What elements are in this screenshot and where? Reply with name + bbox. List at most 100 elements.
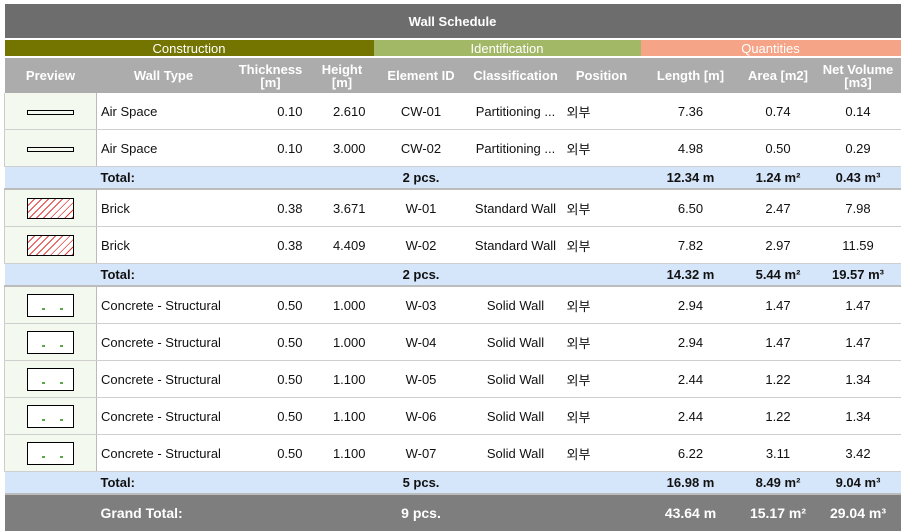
- table-row[interactable]: Brick 0.38 4.409 W-02 Standard Wall 외부 7.82 2…: [4, 226, 901, 264]
- length-cell: 2.94: [640, 286, 741, 324]
- position-cell: 외부: [562, 286, 641, 324]
- classification-cell: Solid Wall: [468, 286, 563, 324]
- length-cell: 7.36: [640, 93, 741, 130]
- position-cell: 외부: [562, 129, 641, 167]
- concrete-preview-icon: [27, 441, 74, 465]
- total-area: 8.49 m²: [740, 471, 816, 495]
- concrete-preview-icon: [27, 330, 74, 354]
- thickness-cell: 0.38: [230, 226, 311, 264]
- length-cell: 7.82: [640, 226, 741, 264]
- element-id-cell: CW-02: [373, 129, 469, 167]
- height-cell: 4.409: [310, 226, 374, 264]
- grand-total-net-volume: 29.04 m³: [815, 494, 901, 531]
- element-id-cell: W-05: [373, 360, 469, 398]
- thickness-cell: 0.50: [230, 360, 311, 398]
- preview-cell: [4, 360, 97, 398]
- schedule-table: Wall Schedule Construction Identificatio…: [4, 4, 901, 531]
- length-cell: 6.22: [640, 434, 741, 472]
- total-net-volume: 19.57 m³: [815, 263, 901, 287]
- group-quantities: Quantities: [640, 39, 901, 58]
- net-volume-cell: 11.59: [815, 226, 901, 264]
- concrete-preview-icon: [27, 404, 74, 428]
- height-cell: 1.000: [310, 323, 374, 361]
- element-id-cell: W-06: [373, 397, 469, 435]
- length-cell: 4.98: [640, 129, 741, 167]
- length-cell: 2.94: [640, 323, 741, 361]
- total-area: 1.24 m²: [740, 166, 816, 190]
- length-cell: 2.44: [640, 360, 741, 398]
- height-cell: 1.100: [310, 397, 374, 435]
- area-cell: 1.22: [740, 397, 816, 435]
- header-length[interactable]: Length [m]: [640, 57, 741, 93]
- header-wall-type[interactable]: Wall Type: [96, 57, 231, 93]
- net-volume-cell: 0.29: [815, 129, 901, 167]
- header-height[interactable]: Height [m]: [310, 57, 374, 93]
- air-space-preview-icon: [27, 109, 74, 115]
- thickness-cell: 0.10: [230, 93, 311, 130]
- position-cell: 외부: [562, 397, 641, 435]
- concrete-preview-icon: [27, 293, 74, 317]
- preview-cell: [4, 129, 97, 167]
- preview-cell: [4, 323, 97, 361]
- height-cell: 1.100: [310, 434, 374, 472]
- net-volume-cell: 0.14: [815, 93, 901, 130]
- area-cell: 0.50: [740, 129, 816, 167]
- table-row[interactable]: Concrete - Structural 0.50 1.100 W-06 Solid…: [4, 397, 901, 435]
- table-row[interactable]: Air Space 0.10 2.610 CW-01 Partitioning ...…: [4, 93, 901, 130]
- element-id-cell: W-04: [373, 323, 469, 361]
- thickness-cell: 0.10: [230, 129, 311, 167]
- wall-type-cell: Brick: [96, 189, 231, 227]
- header-preview[interactable]: Preview: [4, 57, 97, 93]
- wall-type-cell: Air Space: [96, 129, 231, 167]
- total-count: 2 pcs.: [373, 166, 469, 190]
- classification-cell: Partitioning ...: [468, 93, 563, 130]
- net-volume-cell: 1.34: [815, 360, 901, 398]
- total-label: Total:: [96, 263, 231, 287]
- grand-total-row: Grand Total: 9 pcs. 43.64 m 15.17 m² 29.04 …: [4, 494, 901, 531]
- brick-preview-icon: [27, 234, 74, 256]
- table-row[interactable]: Brick 0.38 3.671 W-01 Standard Wall 외부 6.50 2…: [4, 189, 901, 227]
- element-id-cell: W-02: [373, 226, 469, 264]
- wall-type-cell: Concrete - Structural: [96, 360, 231, 398]
- classification-cell: Standard Wall: [468, 226, 563, 264]
- table-row[interactable]: Concrete - Structural 0.50 1.100 W-07 Solid…: [4, 434, 901, 472]
- total-count: 2 pcs.: [373, 263, 469, 287]
- total-net-volume: 9.04 m³: [815, 471, 901, 495]
- table-row[interactable]: Concrete - Structural 0.50 1.100 W-05 Solid…: [4, 360, 901, 398]
- length-cell: 2.44: [640, 397, 741, 435]
- total-length: 16.98 m: [640, 471, 741, 495]
- table-row[interactable]: Concrete - Structural 0.50 1.000 W-03 Solid…: [4, 286, 901, 324]
- header-thickness[interactable]: Thickness [m]: [230, 57, 311, 93]
- classification-cell: Solid Wall: [468, 323, 563, 361]
- subtotal-row: Total: 5 pcs. 16.98 m 8.49 m² 9.04 m³: [4, 471, 901, 495]
- preview-cell: [4, 434, 97, 472]
- header-element-id[interactable]: Element ID: [373, 57, 469, 93]
- table-row[interactable]: Air Space 0.10 3.000 CW-02 Partitioning ...…: [4, 129, 901, 167]
- wall-type-cell: Concrete - Structural: [96, 434, 231, 472]
- header-area[interactable]: Area [m2]: [740, 57, 816, 93]
- header-classification[interactable]: Classification: [468, 57, 563, 93]
- preview-cell: [4, 397, 97, 435]
- table-row[interactable]: Concrete - Structural 0.50 1.000 W-04 Solid…: [4, 323, 901, 361]
- area-cell: 3.11: [740, 434, 816, 472]
- thickness-cell: 0.50: [230, 286, 311, 324]
- group-identification: Identification: [373, 39, 641, 58]
- classification-cell: Solid Wall: [468, 360, 563, 398]
- total-label: Total:: [96, 166, 231, 190]
- height-cell: 1.000: [310, 286, 374, 324]
- grand-total-length: 43.64 m: [640, 494, 741, 531]
- group-construction: Construction: [4, 39, 374, 58]
- area-cell: 0.74: [740, 93, 816, 130]
- total-label: Total:: [96, 471, 231, 495]
- subtotal-row: Total: 2 pcs. 12.34 m 1.24 m² 0.43 m³: [4, 166, 901, 190]
- header-net-volume[interactable]: Net Volume [m3]: [815, 57, 901, 93]
- element-id-cell: CW-01: [373, 93, 469, 130]
- header-position[interactable]: Position: [562, 57, 641, 93]
- area-cell: 1.47: [740, 286, 816, 324]
- thickness-cell: 0.50: [230, 434, 311, 472]
- total-length: 14.32 m: [640, 263, 741, 287]
- position-cell: 외부: [562, 434, 641, 472]
- height-cell: 3.000: [310, 129, 374, 167]
- element-id-cell: W-03: [373, 286, 469, 324]
- net-volume-cell: 3.42: [815, 434, 901, 472]
